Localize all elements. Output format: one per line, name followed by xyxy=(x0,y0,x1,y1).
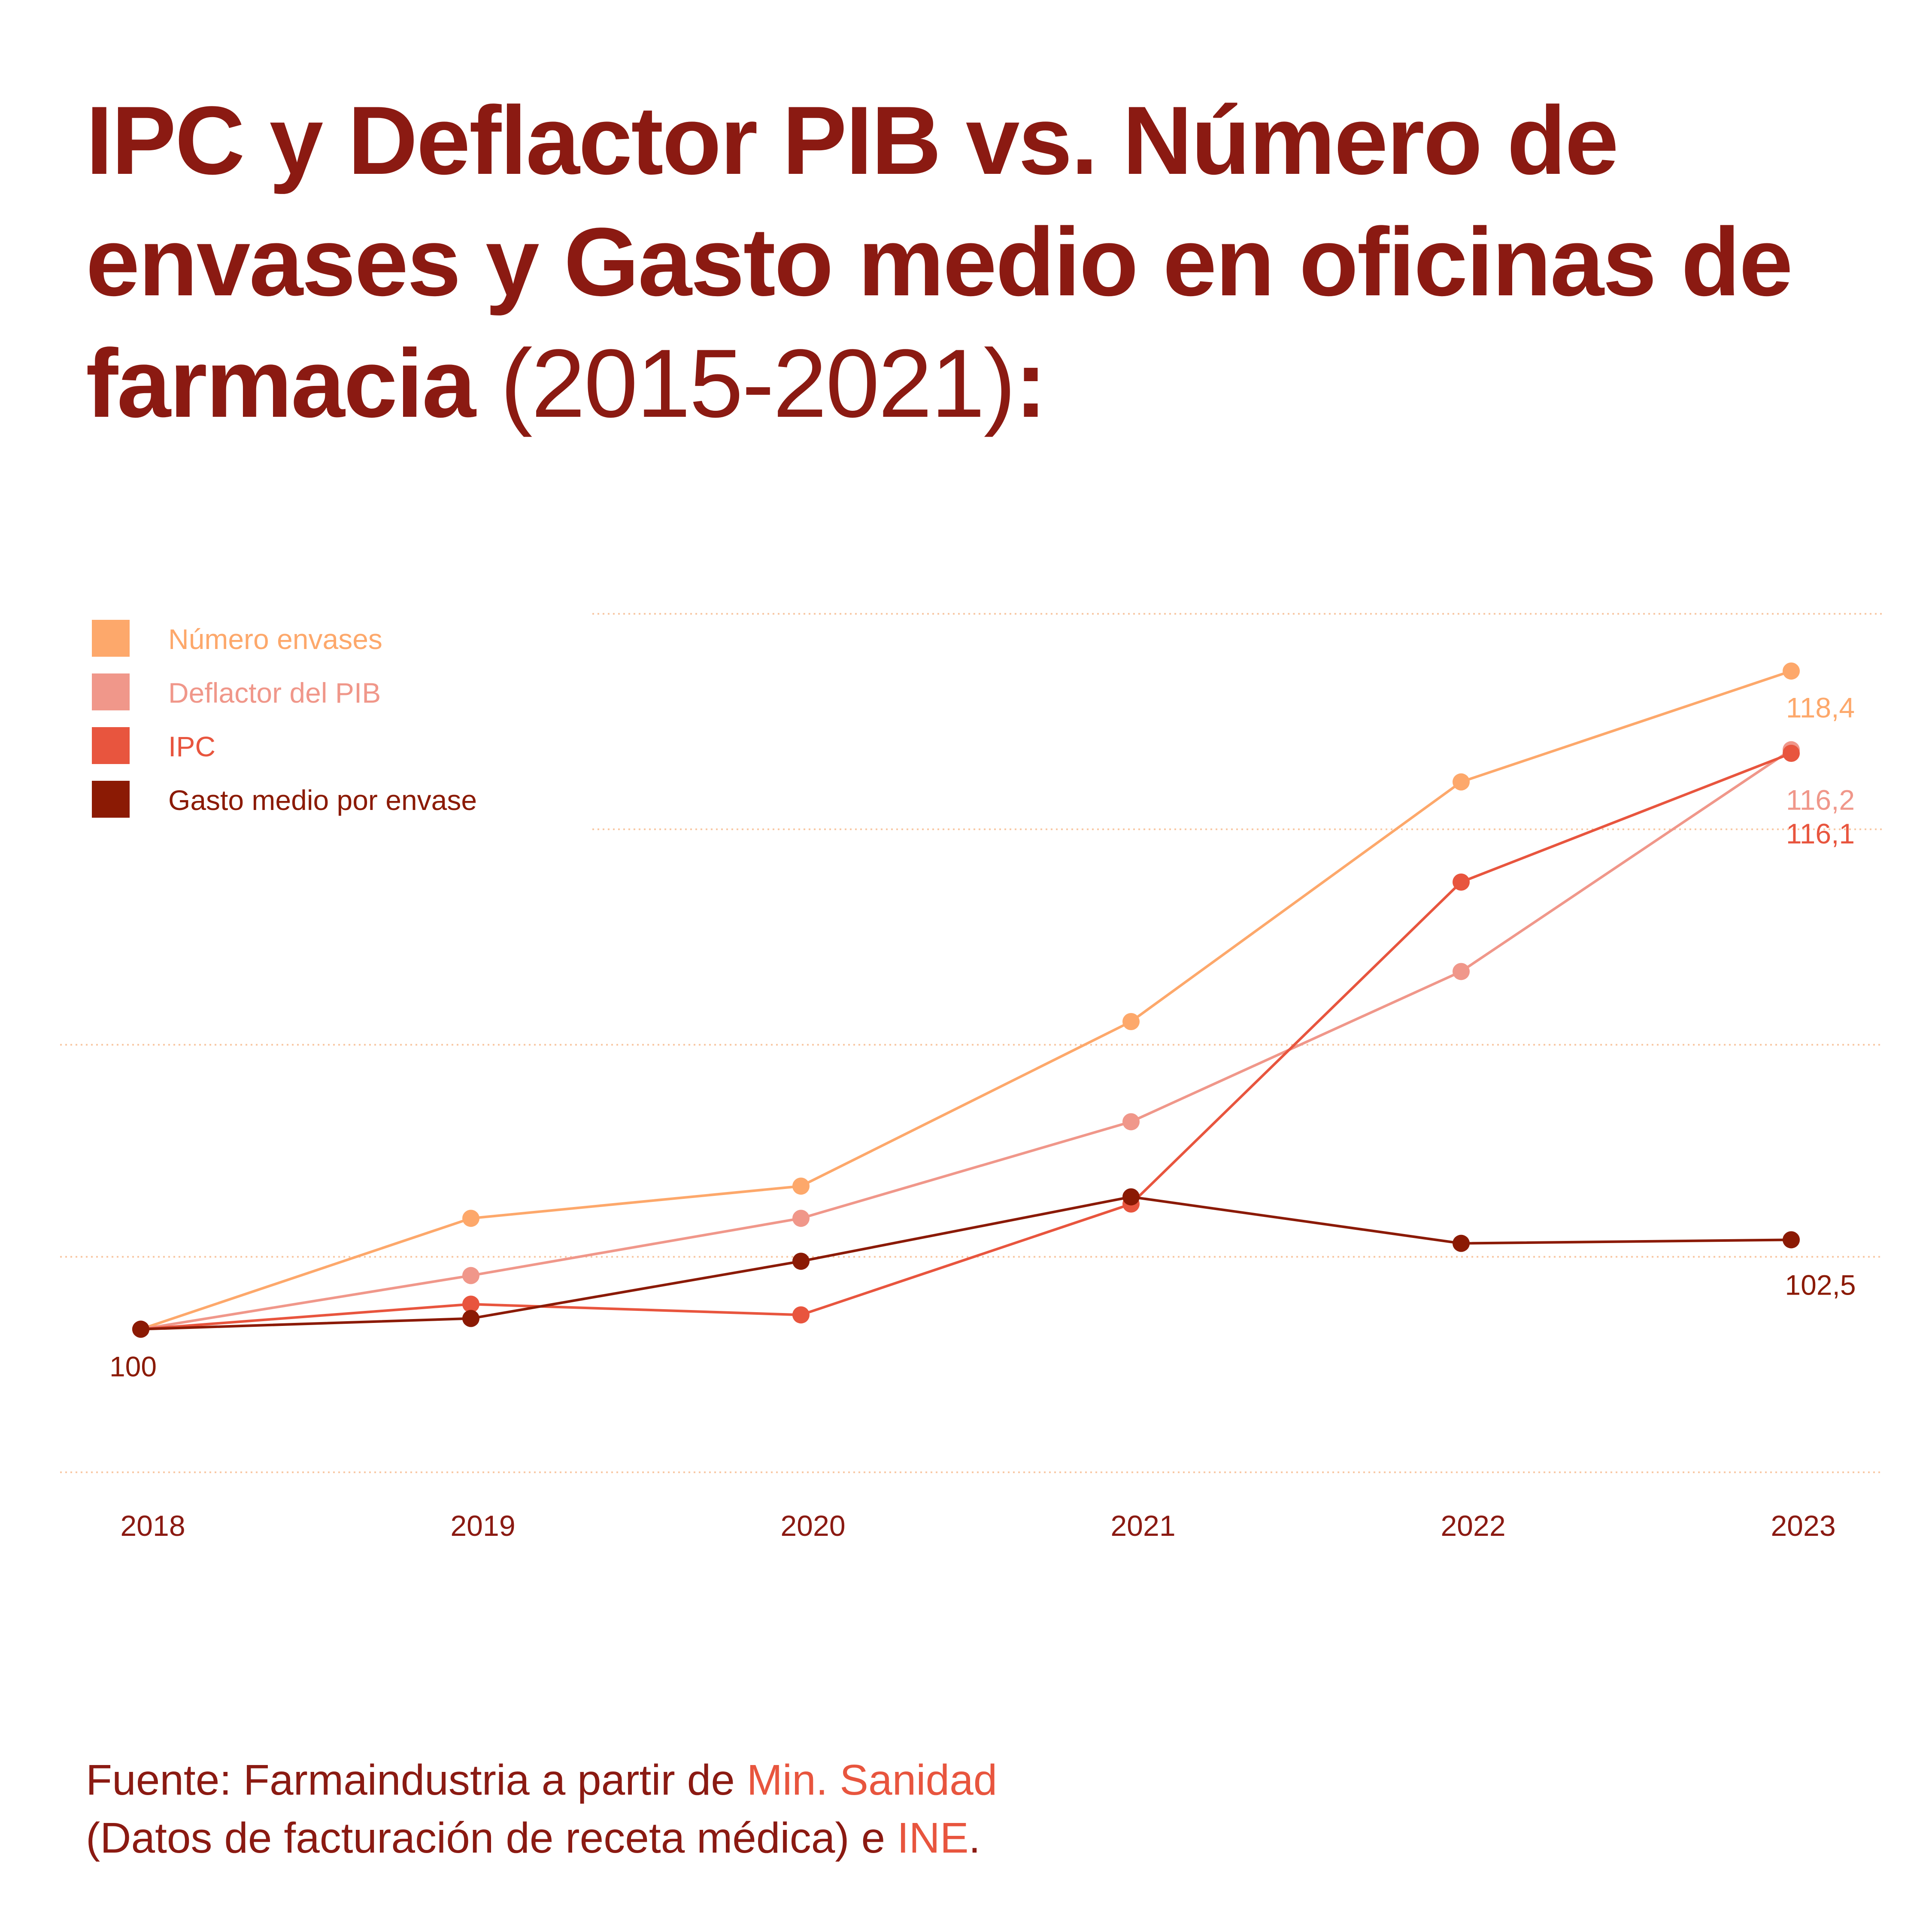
source-note: Fuente: Farmaindustria a partir de Min. … xyxy=(86,1751,997,1867)
x-tick-label: 2018 xyxy=(120,1510,185,1542)
data-point-deflactor-del-pib xyxy=(792,1210,810,1227)
data-point-gasto-medio-por-envase xyxy=(1122,1188,1140,1206)
data-point-numero-envases xyxy=(1453,773,1470,791)
series-line-numero-envases xyxy=(140,670,1792,1331)
source-suffix: . xyxy=(968,1814,981,1862)
series-line-gasto-medio-por-envase xyxy=(140,1195,1792,1331)
value-label: 116,2 xyxy=(1786,784,1855,816)
data-point-deflactor-del-pib xyxy=(462,1267,479,1284)
x-tick-label: 2019 xyxy=(450,1510,515,1542)
data-point-gasto-medio-por-envase xyxy=(792,1253,810,1270)
value-label: 116,1 xyxy=(1786,818,1855,849)
data-point-ipc xyxy=(462,1295,479,1313)
data-point-deflactor-del-pib xyxy=(1453,963,1470,980)
legend-swatch-gasto-medio-por-envase xyxy=(92,781,130,818)
x-tick-label: 2022 xyxy=(1441,1510,1505,1542)
x-tick-label: 2021 xyxy=(1110,1510,1175,1542)
series-points xyxy=(132,662,1800,1338)
legend-swatch-ipc xyxy=(92,727,130,764)
series-line-deflactor-del-pib xyxy=(140,749,1792,1331)
data-point-numero-envases xyxy=(1783,662,1800,680)
data-point-ipc xyxy=(1783,745,1800,762)
x-tick-label: 2023 xyxy=(1771,1510,1835,1542)
data-point-numero-envases xyxy=(792,1177,810,1195)
legend-label: Gasto medio por envase xyxy=(168,784,477,816)
chart-title-bold: IPC y Deflactor PIB vs. Número de envase… xyxy=(86,86,1793,437)
data-point-gasto-medio-por-envase xyxy=(462,1310,479,1327)
data-point-numero-envases xyxy=(1122,1013,1140,1030)
data-point-gasto-medio-por-envase xyxy=(1453,1234,1470,1252)
legend-swatch-numero-envases xyxy=(92,620,130,657)
legend-label: IPC xyxy=(168,731,215,762)
source-link-min-sanidad[interactable]: Min. Sanidad xyxy=(746,1756,998,1804)
series-line-ipc xyxy=(140,752,1792,1331)
source-prefix: Fuente: Farmaindustria a partir de xyxy=(86,1756,747,1804)
gridlines xyxy=(60,613,1882,1473)
data-point-numero-envases xyxy=(462,1210,479,1227)
value-label: 102,5 xyxy=(1785,1269,1856,1301)
data-point-gasto-medio-por-envase xyxy=(1783,1231,1800,1249)
legend-label: Número envases xyxy=(168,623,382,655)
source-middle: (Datos de facturación de receta médica) … xyxy=(86,1814,897,1862)
x-axis: 2018 2019 2020 2021 2022 2023 xyxy=(120,1510,1835,1542)
value-label: 118,4 xyxy=(1786,692,1855,723)
legend-label: Deflactor del PIB xyxy=(168,677,381,709)
chart-title: IPC y Deflactor PIB vs. Número de envase… xyxy=(86,79,1846,444)
data-point-gasto-medio-por-envase xyxy=(132,1320,149,1338)
chart-title-period: (2015-2021) xyxy=(500,329,1016,437)
legend-swatch-deflactor-del-pib xyxy=(92,673,130,710)
series-lines xyxy=(140,670,1792,1331)
data-point-deflactor-del-pib xyxy=(1122,1113,1140,1131)
data-point-ipc xyxy=(1453,873,1470,891)
chart-title-suffix: : xyxy=(1014,329,1047,437)
data-point-ipc xyxy=(792,1306,810,1324)
source-link-ine[interactable]: INE xyxy=(897,1814,969,1862)
x-tick-label: 2020 xyxy=(780,1510,845,1542)
legend: Número envases Deflactor del PIB IPC Gasto … xyxy=(92,620,477,818)
value-label: 100 xyxy=(109,1351,157,1383)
